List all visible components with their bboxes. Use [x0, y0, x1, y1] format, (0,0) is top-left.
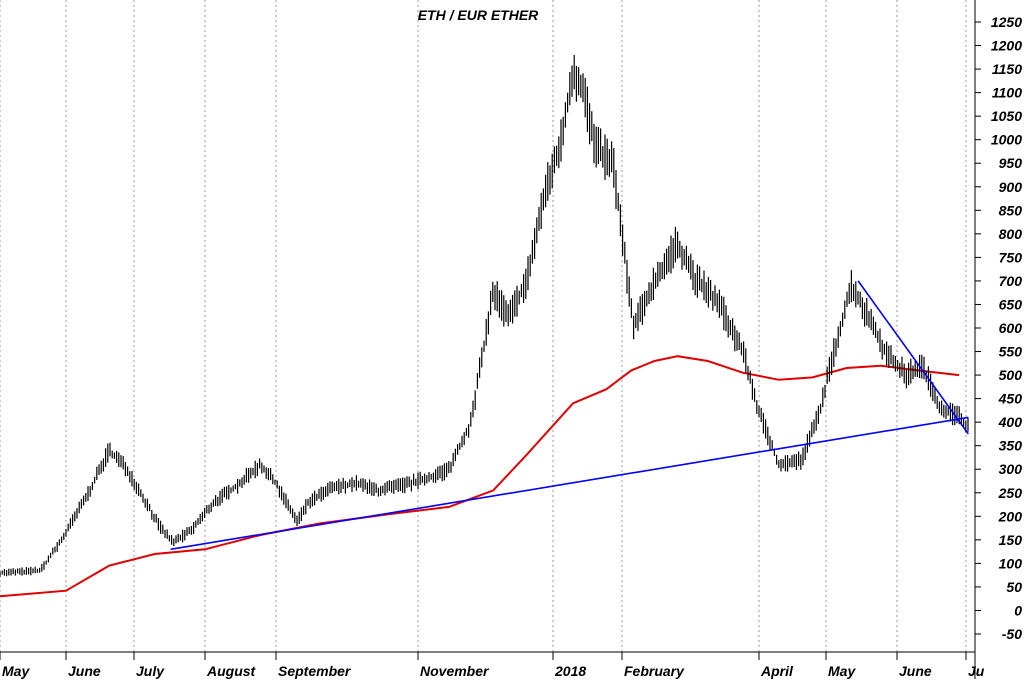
trendline [170, 416, 969, 551]
y-tick-label: 450 [998, 391, 1023, 407]
y-tick-label: 550 [999, 344, 1023, 360]
y-tick-label: 50 [1006, 579, 1022, 595]
x-tick-label: May [828, 663, 856, 679]
y-tick-label: 1050 [991, 108, 1022, 124]
y-tick-label: 750 [999, 249, 1023, 265]
x-tick-label: Ju [968, 663, 985, 679]
x-tick-label: June [68, 663, 101, 679]
moving-average-line [0, 355, 960, 598]
x-tick-label: November [420, 663, 490, 679]
y-tick-label: 300 [999, 461, 1023, 477]
y-tick-label: 0 [1014, 602, 1022, 618]
y-tick-label: 100 [999, 555, 1023, 571]
y-tick-label: 1000 [991, 132, 1022, 148]
y-tick-label: -50 [1002, 626, 1022, 642]
chart-title: ETH / EUR ETHER [418, 7, 539, 23]
x-tick-label: 2018 [554, 663, 586, 679]
y-tick-label: 900 [999, 179, 1023, 195]
y-tick-label: 400 [998, 414, 1023, 430]
y-tick-label: 1100 [992, 85, 1022, 101]
x-tick-label: July [136, 663, 165, 679]
x-tick-label: September [278, 663, 352, 679]
trendline [857, 280, 969, 435]
y-tick-label: 1250 [991, 14, 1022, 30]
x-tick-label: February [624, 663, 685, 679]
y-tick-label: 950 [999, 155, 1023, 171]
y-tick-label: 350 [999, 438, 1023, 454]
x-tick-label: April [760, 663, 794, 679]
y-tick-label: 200 [998, 508, 1023, 524]
y-tick-label: 650 [999, 296, 1023, 312]
x-tick-label: June [899, 663, 932, 679]
x-tick-label: May [2, 663, 30, 679]
y-tick-label: 800 [999, 226, 1023, 242]
y-tick-label: 700 [999, 273, 1023, 289]
y-tick-label: 250 [998, 485, 1023, 501]
y-tick-label: 1200 [991, 38, 1022, 54]
y-tick-label: 150 [999, 532, 1023, 548]
y-tick-label: 600 [999, 320, 1023, 336]
y-tick-label: 500 [999, 367, 1023, 383]
y-tick-label: 1150 [992, 61, 1022, 77]
x-tick-label: August [206, 663, 257, 679]
y-tick-label: 850 [999, 202, 1023, 218]
